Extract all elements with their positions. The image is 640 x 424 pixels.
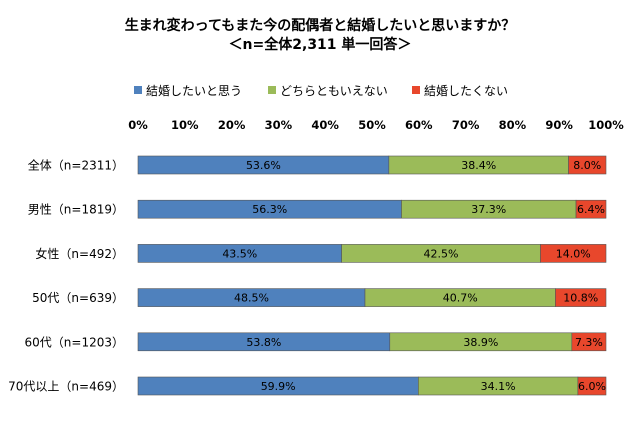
data-label: 38.4% xyxy=(461,159,496,172)
bar-segment xyxy=(555,288,607,307)
x-tick-label: 90% xyxy=(545,118,573,132)
x-tick-label: 10% xyxy=(171,118,199,132)
data-label: 7.3% xyxy=(575,336,603,349)
data-label: 48.5% xyxy=(234,292,269,305)
x-tick-label: 60% xyxy=(405,118,433,132)
plot-area: 全体（n=2311） 53.6% 38.4% 8.0% 男性（n=1819） 56.3% 3… xyxy=(8,155,607,396)
data-label: 34.1% xyxy=(481,380,516,393)
bar-segment xyxy=(568,155,607,175)
category-label: 50代（n=639） xyxy=(32,291,124,305)
data-label: 8.0% xyxy=(573,159,601,172)
x-tick-label: 100% xyxy=(588,118,624,132)
data-label: 42.5% xyxy=(424,247,459,260)
x-tick-label: 80% xyxy=(499,118,527,132)
data-label: 10.8% xyxy=(563,292,598,305)
data-label: 53.8% xyxy=(246,336,281,349)
data-label: 14.0% xyxy=(556,247,591,260)
x-tick-label: 40% xyxy=(311,118,339,132)
data-label: 59.9% xyxy=(261,380,296,393)
bar-segment xyxy=(571,332,607,352)
data-label: 53.6% xyxy=(246,159,281,172)
category-label: 60代（n=1203） xyxy=(25,335,124,349)
x-tick-label: 0% xyxy=(128,118,148,132)
category-label: 70代以上（n=469） xyxy=(8,380,124,394)
chart-subtitle: ＜n=全体2,311 単一回答＞ xyxy=(229,36,412,53)
data-label: 6.4% xyxy=(577,203,605,216)
bar-segment xyxy=(540,244,607,263)
data-label: 43.5% xyxy=(222,247,257,260)
chart-title: 生まれ変わってもまた今の配偶者と結婚したいと思いますか？ xyxy=(125,17,516,34)
legend-label: 結婚したいと思う xyxy=(146,84,242,98)
legend-swatch xyxy=(412,86,420,94)
x-axis: 0% 10% 20% 30% 40% 50% 60% 70% 80% 90% 100% xyxy=(128,118,624,132)
legend-swatch xyxy=(268,86,276,94)
legend-swatch xyxy=(134,86,142,94)
x-tick-label: 50% xyxy=(358,118,386,132)
category-label: 男性（n=1819） xyxy=(28,203,124,217)
data-label: 40.7% xyxy=(443,292,478,305)
bar-segment xyxy=(575,199,607,219)
category-label: 女性（n=492） xyxy=(35,246,124,261)
x-tick-label: 30% xyxy=(265,118,293,132)
data-label: 38.9% xyxy=(463,336,498,349)
data-label: 6.0% xyxy=(578,380,606,393)
data-label: 56.3% xyxy=(252,203,287,216)
x-tick-label: 70% xyxy=(452,118,480,132)
bar-segment xyxy=(577,376,607,396)
legend-label: 結婚したくない xyxy=(424,84,508,98)
category-label: 全体（n=2311） xyxy=(28,158,124,173)
legend: 結婚したいと思う どちらともいえない 結婚したくない xyxy=(134,84,508,98)
x-tick-label: 20% xyxy=(218,118,246,132)
legend-label: どちらともいえない xyxy=(280,84,388,98)
data-label: 37.3% xyxy=(471,203,506,216)
